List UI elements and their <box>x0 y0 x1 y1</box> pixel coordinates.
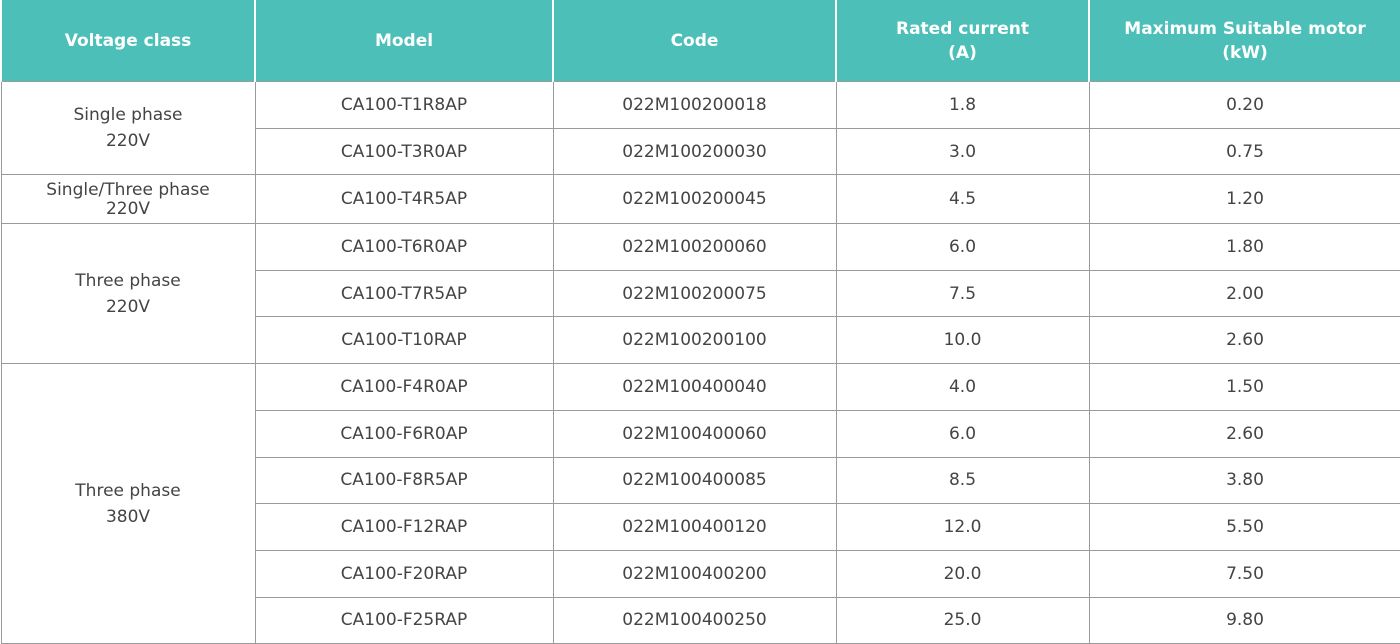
model-cell: CA100-F8R5AP <box>254 456 554 505</box>
voltage-class-text: Single/Three phase <box>46 180 210 201</box>
rated-current-cell: 8.5 <box>835 456 1090 505</box>
rated-current-cell: 6.0 <box>835 223 1090 271</box>
table-row: CA100-F25RAP 022M100400250 25.0 9.80 <box>1 596 1400 644</box>
code-cell: 022M100200018 <box>552 81 837 129</box>
voltage-class-text: 220V <box>105 296 151 317</box>
header-text: (A) <box>948 42 977 63</box>
model-cell: CA100-T1R8AP <box>254 81 554 129</box>
max-motor-cell: 2.60 <box>1088 409 1400 458</box>
max-motor-cell: 1.80 <box>1088 223 1400 271</box>
max-motor-cell: 2.00 <box>1088 269 1400 318</box>
rated-current-cell: 12.0 <box>835 503 1090 551</box>
max-motor-cell: 2.60 <box>1088 316 1400 365</box>
voltage-class-text: 380V <box>105 506 151 527</box>
code-cell: 022M100200060 <box>552 223 837 271</box>
model-cell: CA100-F6R0AP <box>254 409 554 458</box>
rated-current-cell: 6.0 <box>835 409 1090 458</box>
header-text: Code <box>670 30 719 51</box>
max-motor-cell: 0.75 <box>1088 127 1400 176</box>
voltage-class-cell: Three phase 380V <box>0 363 256 644</box>
max-motor-cell: 0.20 <box>1088 81 1400 129</box>
rated-current-cell: 10.0 <box>835 316 1090 365</box>
max-motor-cell: 1.50 <box>1088 363 1400 411</box>
rated-current-cell: 7.5 <box>835 269 1090 318</box>
code-cell: 022M100400060 <box>552 409 837 458</box>
max-motor-cell: 7.50 <box>1088 549 1400 598</box>
voltage-class-text: Single phase <box>73 105 183 126</box>
table-row: CA100-F6R0AP 022M100400060 6.0 2.60 <box>1 409 1400 458</box>
voltage-class-cell: Single/Three phase 220V <box>0 174 256 225</box>
rated-current-cell: 20.0 <box>835 549 1090 598</box>
header-text: (kW) <box>1222 42 1268 63</box>
max-motor-cell: 5.50 <box>1088 503 1400 551</box>
code-cell: 022M100400120 <box>552 503 837 551</box>
header-row: Voltage class Model Code Rated current (A) Ma… <box>0 0 1400 82</box>
table-row: Three phase 380V CA100-F4R0AP 022M100400040… <box>0 363 1400 644</box>
model-cell: CA100-T7R5AP <box>254 269 554 318</box>
code-cell: 022M100200075 <box>552 269 837 318</box>
code-cell: 022M100400040 <box>552 363 837 411</box>
header-code: Code <box>552 0 837 82</box>
rated-current-cell: 1.8 <box>835 81 1090 129</box>
header-text: Rated current <box>895 18 1029 39</box>
voltage-class-text: 220V <box>105 199 151 220</box>
model-cell: CA100-T3R0AP <box>254 127 554 176</box>
rated-current-cell: 4.5 <box>835 174 1090 225</box>
rated-current-cell: 4.0 <box>835 363 1090 411</box>
voltage-class-cell: Single phase 220V <box>0 80 256 176</box>
model-cell: CA100-T4R5AP <box>254 174 554 225</box>
rated-current-cell: 25.0 <box>835 596 1090 644</box>
header-rated-current: Rated current (A) <box>835 0 1090 82</box>
table-row: Single/Three phase 220V CA100-T4R5AP 022M10… <box>0 174 1400 225</box>
max-motor-cell: 9.80 <box>1088 596 1400 644</box>
rated-current-cell: 3.0 <box>835 127 1090 176</box>
header-voltage-class: Voltage class <box>0 0 256 82</box>
code-cell: 022M100400085 <box>552 456 837 505</box>
table-row: Single phase 220V CA100-T1R8AP 022M10020001… <box>0 80 1400 176</box>
max-motor-cell: 3.80 <box>1088 456 1400 505</box>
voltage-class-text: 220V <box>105 131 151 152</box>
code-cell: 022M100400200 <box>552 549 837 598</box>
header-text: Model <box>374 30 434 51</box>
code-cell: 022M100200100 <box>552 316 837 365</box>
table-row: Three phase 220V CA100-T6R0AP 022M100200060… <box>0 223 1400 365</box>
table-row: CA100-F8R5AP 022M100400085 8.5 3.80 <box>1 456 1400 505</box>
code-cell: 022M100400250 <box>552 596 837 644</box>
voltage-class-cell: Three phase 220V <box>0 223 256 365</box>
model-cell: CA100-T10RAP <box>254 316 554 365</box>
voltage-class-text: Three phase <box>75 480 181 501</box>
table-row: CA100-F20RAP 022M100400200 20.0 7.50 <box>1 549 1400 598</box>
voltage-class-text: Three phase <box>75 270 181 291</box>
model-cell: CA100-F25RAP <box>254 596 554 644</box>
header-model: Model <box>254 0 554 82</box>
header-text: Voltage class <box>64 30 192 51</box>
max-motor-cell: 1.20 <box>1088 174 1400 225</box>
code-cell: 022M100200030 <box>552 127 837 176</box>
model-cell: CA100-F20RAP <box>254 549 554 598</box>
header-text: Maximum Suitable motor <box>1124 18 1366 39</box>
code-cell: 022M100200045 <box>552 174 837 225</box>
model-cell: CA100-F4R0AP <box>254 363 554 411</box>
model-cell: CA100-F12RAP <box>254 503 554 551</box>
table-row: CA100-T3R0AP 022M100200030 3.0 0.75 <box>1 127 1400 176</box>
model-cell: CA100-T6R0AP <box>254 223 554 271</box>
header-max-motor: Maximum Suitable motor (kW) <box>1088 0 1400 82</box>
